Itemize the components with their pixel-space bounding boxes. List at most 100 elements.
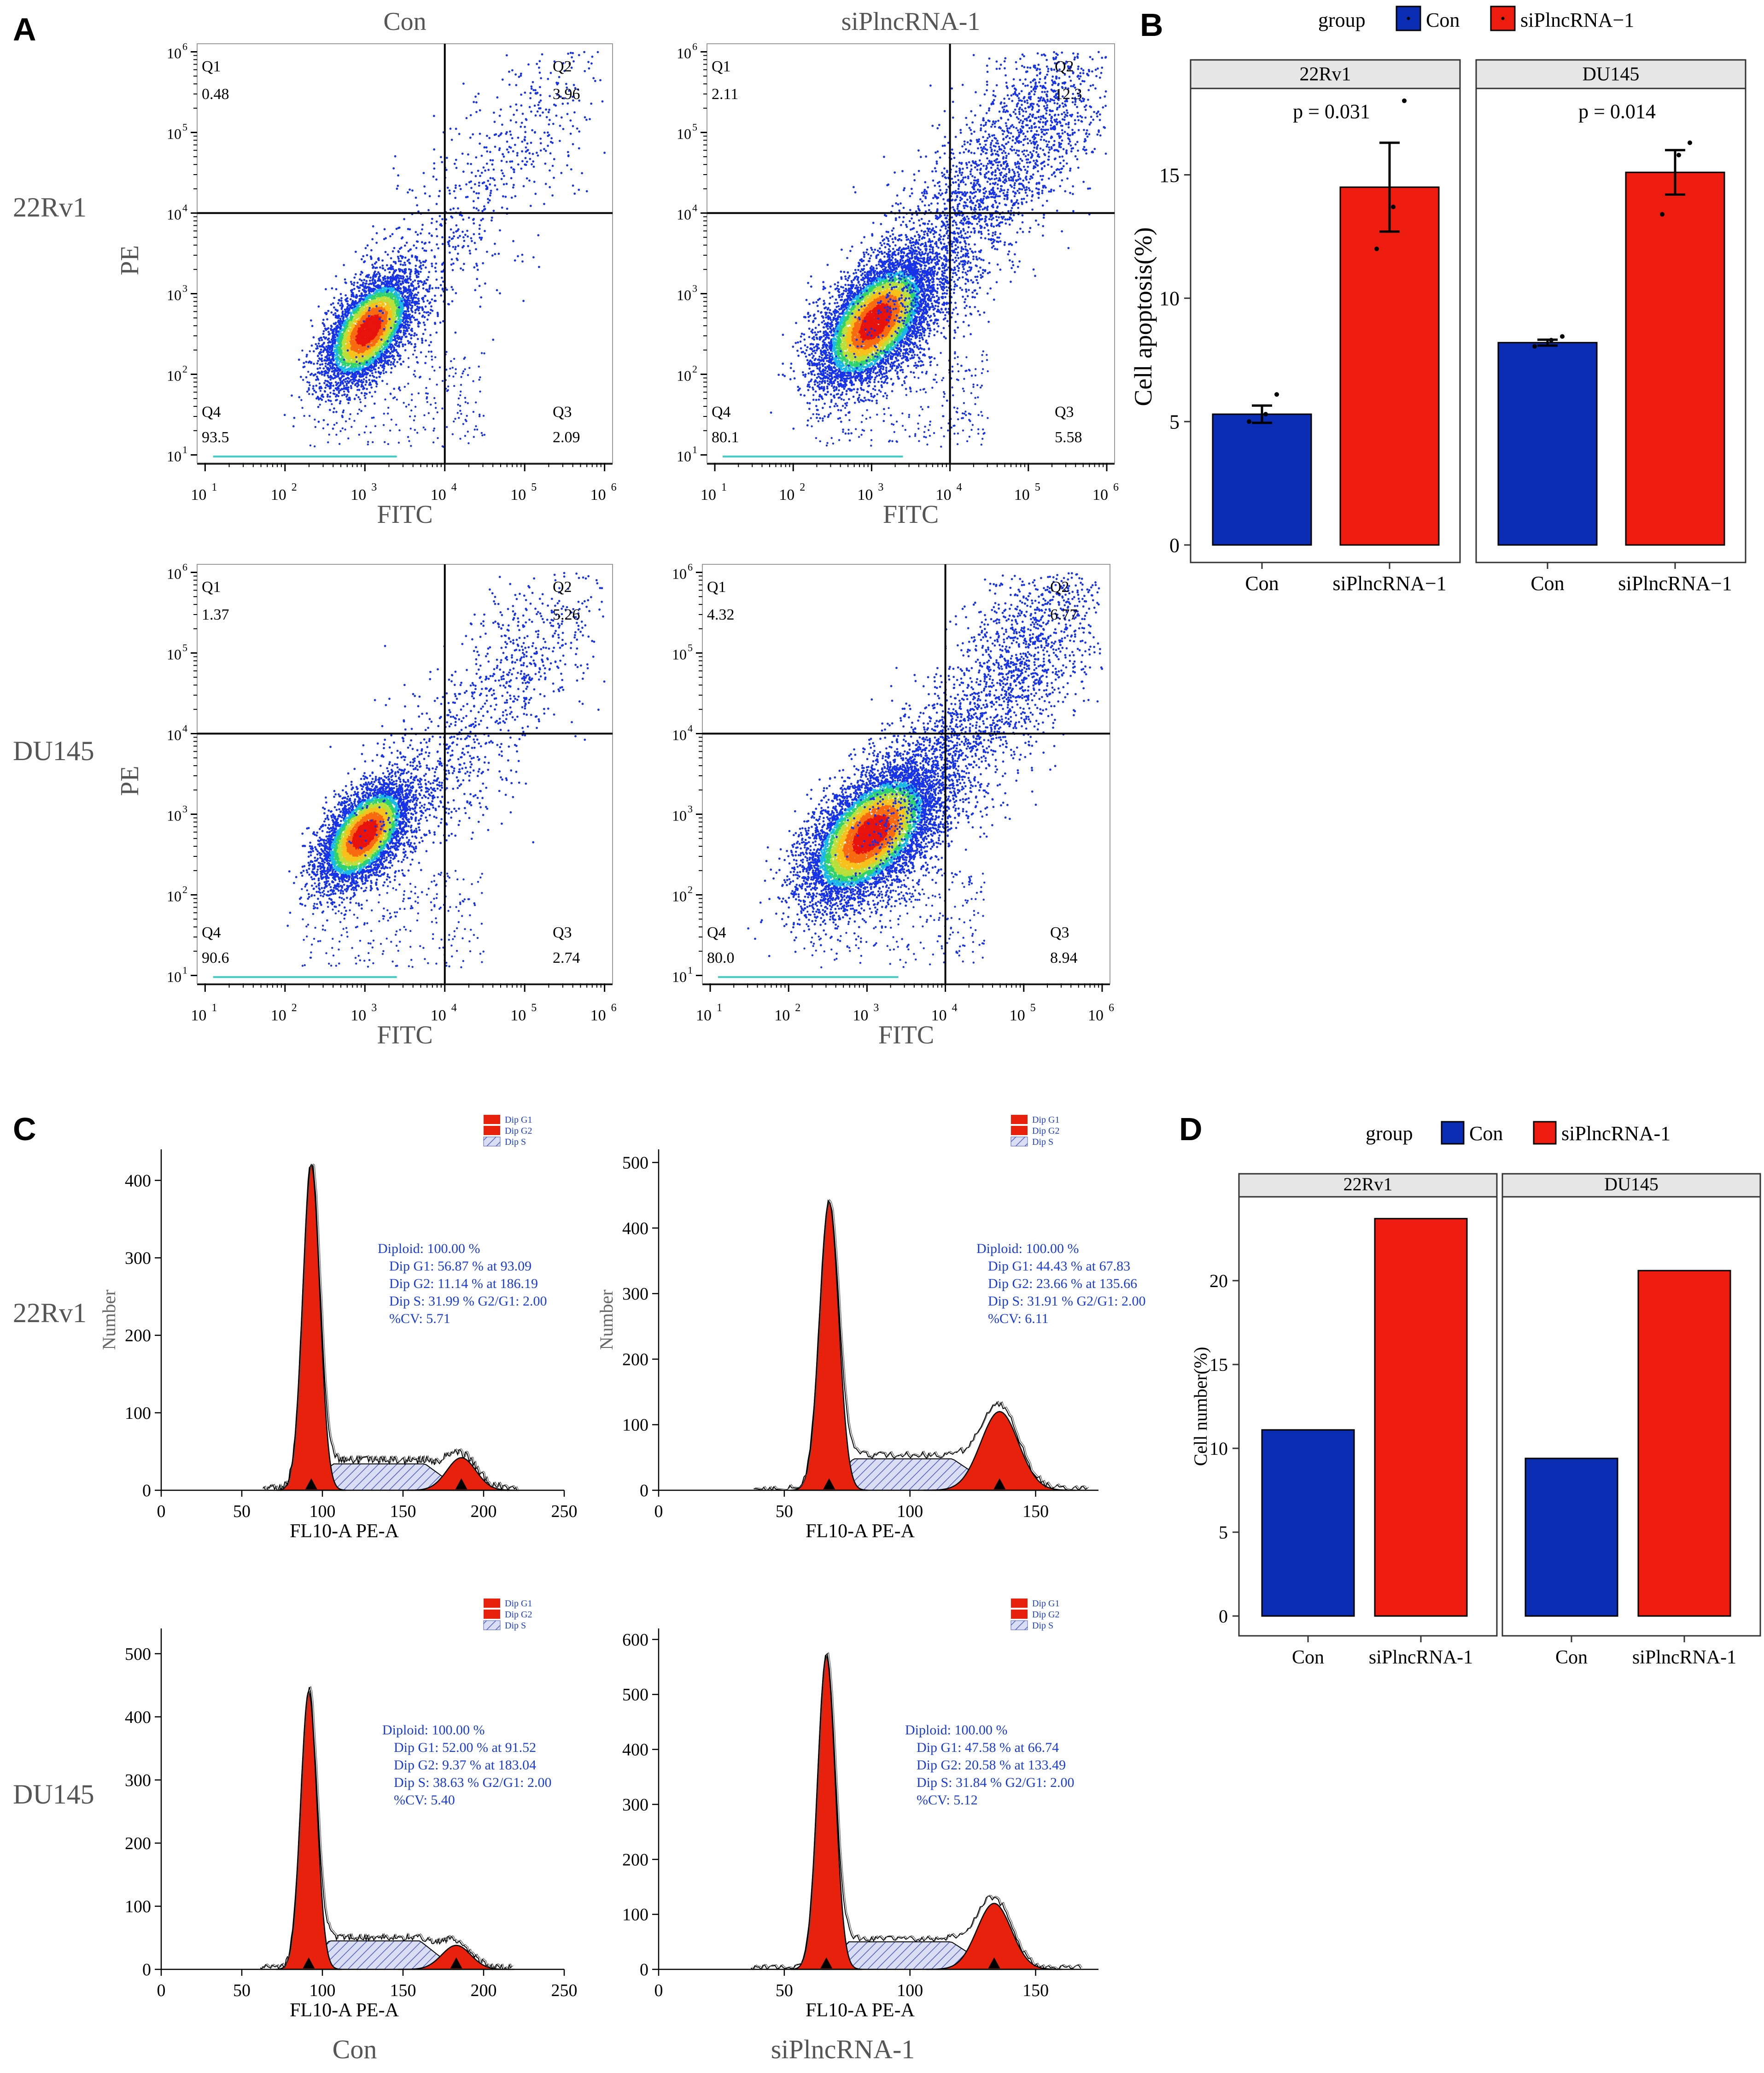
panel-letter-b: B [1140, 7, 1163, 43]
y-tick-label: 10 [677, 448, 691, 465]
x-axis-label: FITC [377, 500, 432, 529]
quadrant-label-q4: Q4 [202, 404, 221, 421]
x-tick-exponent: 3 [371, 481, 377, 493]
quadrant-value-q3: 5.58 [1055, 429, 1082, 446]
panel-letter-c: C [13, 1111, 36, 1147]
x-tick-label: 10 [191, 1007, 206, 1024]
y-tick-label: 10 [167, 126, 181, 142]
legend-swatch [484, 1621, 500, 1630]
y-tick-label: 10 [167, 448, 181, 465]
legend-label: Dip G1 [1032, 1599, 1059, 1609]
y-tick-label: 100 [622, 1416, 648, 1435]
quadrant-value-q2: 3.96 [553, 86, 580, 103]
x-axis-label: FL10-A PE-A [290, 1521, 399, 1542]
facet-strip-label: DU145 [1604, 1174, 1659, 1195]
stats-line: Dip G2: 11.14 % at 186.19 [389, 1276, 538, 1291]
x-tick-exponent: 4 [451, 481, 457, 493]
x-tick-label: 50 [776, 1502, 793, 1521]
quadrant-value-q4: 80.1 [712, 429, 739, 446]
legend-label: Dip S [1032, 1621, 1053, 1631]
legend-label: Dip S [505, 1137, 526, 1147]
legend-swatch [484, 1599, 500, 1608]
row-label: DU145 [13, 1779, 94, 1809]
y-tick-exponent: 5 [182, 642, 187, 654]
x-tick-exponent: 2 [800, 481, 805, 493]
y-tick-label: 15 [1209, 1354, 1228, 1375]
legend-swatch [484, 1610, 500, 1619]
y-tick-exponent: 4 [182, 723, 187, 734]
y-tick-label: 400 [125, 1708, 151, 1727]
y-tick-label: 10 [677, 126, 691, 142]
x-tick-exponent: 6 [1113, 481, 1119, 493]
x-tick-exponent: 3 [873, 1002, 879, 1014]
column-label: Con [333, 2034, 377, 2064]
data-point [1549, 338, 1554, 342]
y-tick-exponent: 4 [692, 202, 697, 214]
quadrant-value-q4: 93.5 [202, 429, 229, 446]
x-category-label: siPlncRNA-1 [1369, 1647, 1473, 1668]
data-point [1274, 392, 1279, 397]
quadrant-label-q4: Q4 [707, 924, 726, 941]
y-tick-exponent: 5 [692, 122, 697, 133]
x-tick-label: 10 [1092, 486, 1108, 504]
y-tick-label: 500 [125, 1645, 151, 1664]
legend-swatch-1 [1534, 1122, 1556, 1144]
legend-label-1: siPlncRNA-1 [1561, 1122, 1671, 1145]
x-category-label: siPlncRNA−1 [1332, 572, 1446, 595]
x-tick-label: 10 [191, 486, 206, 504]
p-value: p = 0.014 [1578, 100, 1656, 123]
y-tick-label: 0 [142, 1481, 151, 1500]
x-tick-exponent: 3 [878, 481, 883, 493]
quadrant-label-q2: Q2 [1055, 58, 1074, 75]
legend-swatch [1011, 1599, 1028, 1608]
x-tick-label: 150 [390, 1981, 416, 2000]
stats-line: Dip S: 31.84 % G2/G1: 2.00 [917, 1775, 1075, 1790]
x-tick-label: 10 [1088, 1007, 1104, 1024]
data-point [1374, 246, 1379, 251]
x-tick-exponent: 5 [531, 481, 537, 493]
quadrant-value-q2: 12.3 [1055, 86, 1082, 103]
x-tick-label: 150 [1022, 1502, 1049, 1521]
y-tick-exponent: 1 [688, 965, 693, 976]
legend-label: Dip G2 [505, 1610, 532, 1620]
x-tick-exponent: 3 [371, 1002, 377, 1014]
x-tick-label: 10 [350, 486, 366, 504]
y-tick-label: 400 [622, 1740, 648, 1760]
y-axis-label: Cell number(%) [1190, 1347, 1211, 1466]
y-tick-label: 10 [672, 727, 687, 744]
x-category-label: Con [1292, 1647, 1324, 1668]
legend-label: Dip S [505, 1621, 526, 1631]
x-tick-label: 10 [779, 486, 794, 504]
x-tick-label: 100 [897, 1502, 923, 1521]
flow-plot-frame [197, 564, 613, 984]
y-tick-label: 10 [167, 566, 181, 582]
quadrant-value-q3: 2.74 [553, 949, 580, 966]
x-tick-exponent: 1 [211, 481, 217, 493]
legend-swatch [484, 1126, 500, 1135]
legend-swatch [1011, 1126, 1028, 1135]
x-tick-exponent: 5 [1035, 481, 1040, 493]
column-title: siPlncRNA-1 [841, 7, 981, 36]
y-tick-exponent: 2 [688, 884, 693, 896]
x-tick-label: 100 [897, 1981, 923, 2000]
y-tick-label: 5 [1169, 411, 1180, 433]
y-tick-exponent: 5 [182, 122, 187, 133]
row-label: 22Rv1 [13, 192, 87, 223]
legend-label: Dip G2 [1032, 1610, 1059, 1620]
stats-line: Diploid: 100.00 % [976, 1241, 1079, 1256]
x-tick-label: 10 [1014, 486, 1030, 504]
y-tick-label: 200 [622, 1850, 648, 1869]
x-tick-exponent: 1 [721, 481, 727, 493]
y-tick-label: 300 [622, 1795, 648, 1815]
data-point [1263, 412, 1268, 416]
bar-22rv1-1 [1340, 187, 1439, 545]
bar-du145-1 [1626, 172, 1724, 545]
stats-line: Dip S: 31.99 % G2/G1: 2.00 [389, 1294, 547, 1309]
y-tick-label: 200 [125, 1326, 151, 1346]
x-tick-exponent: 6 [1109, 1002, 1114, 1014]
